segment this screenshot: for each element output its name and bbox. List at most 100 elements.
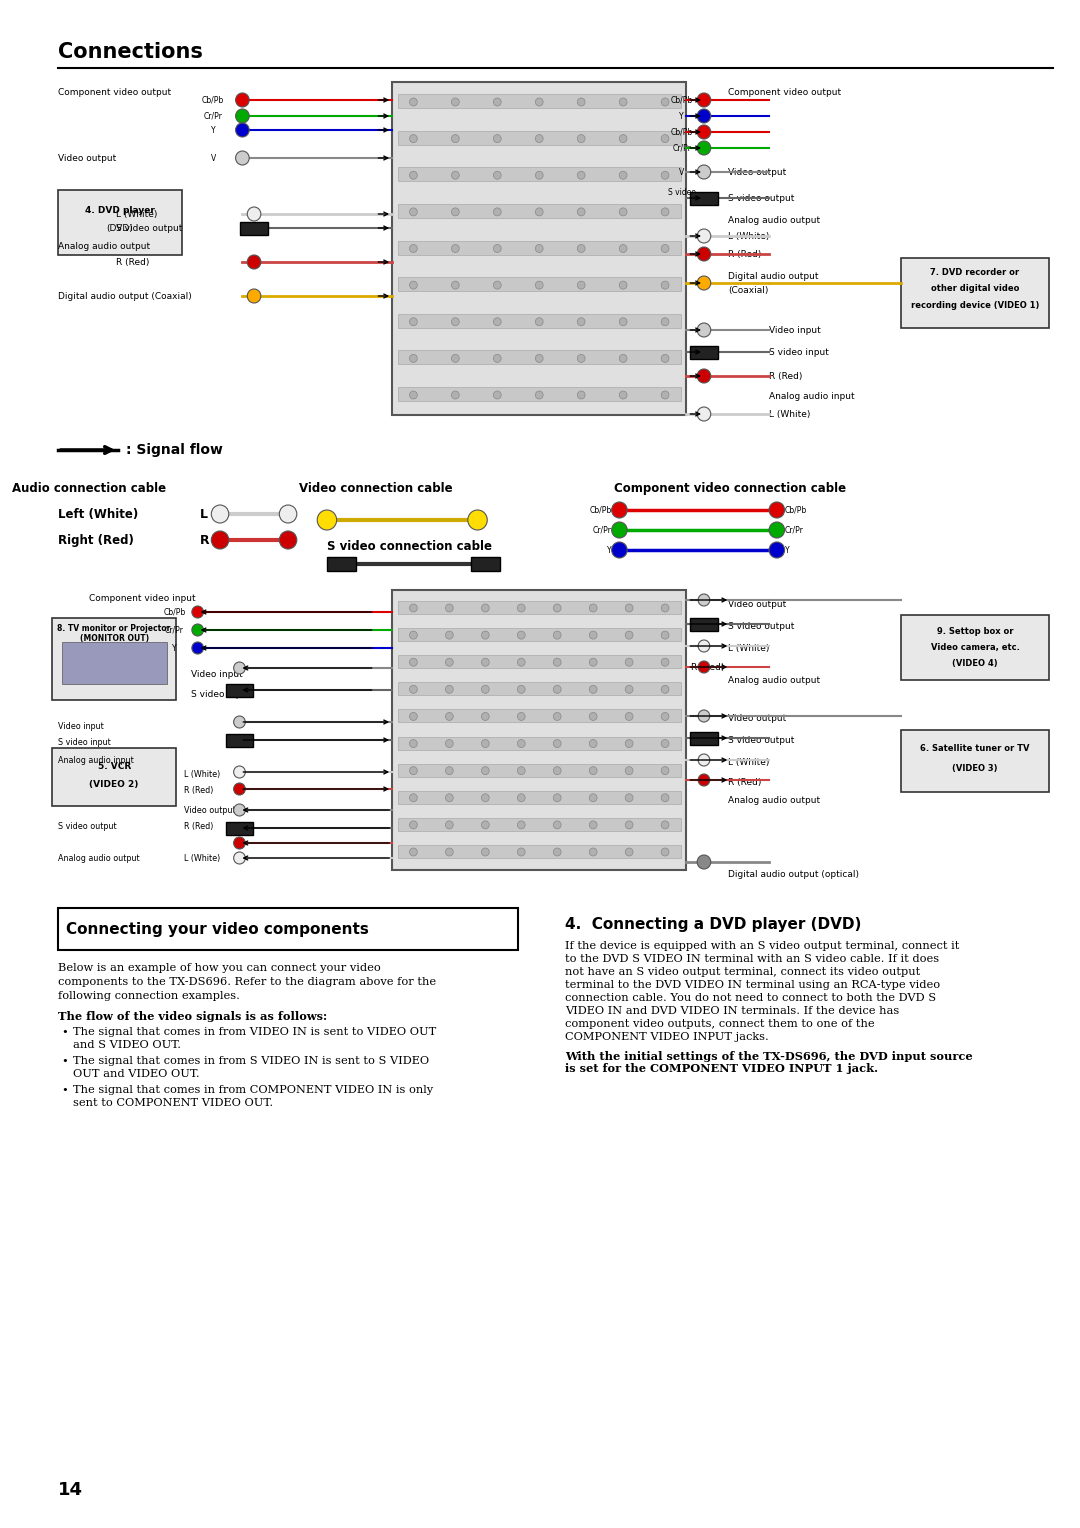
Circle shape: [445, 767, 454, 775]
Circle shape: [553, 686, 562, 694]
Circle shape: [619, 171, 627, 179]
Text: The signal that comes in from S VIDEO IN is sent to S VIDEO: The signal that comes in from S VIDEO IN…: [73, 1056, 430, 1067]
Text: not have an S video output terminal, connect its video output: not have an S video output terminal, con…: [565, 967, 920, 976]
Circle shape: [590, 848, 597, 856]
Bar: [397, 683, 680, 695]
Circle shape: [445, 712, 454, 720]
Bar: [901, 730, 1049, 792]
Circle shape: [578, 134, 585, 142]
Text: R (Red): R (Red): [728, 778, 761, 787]
Circle shape: [625, 631, 633, 639]
Text: Video output: Video output: [184, 805, 235, 814]
Text: Component video output: Component video output: [57, 87, 171, 96]
Circle shape: [482, 686, 489, 694]
Circle shape: [445, 821, 454, 828]
Text: L (White): L (White): [728, 232, 770, 240]
Circle shape: [451, 391, 459, 399]
Circle shape: [318, 510, 337, 530]
Text: Y: Y: [607, 545, 611, 555]
Circle shape: [409, 848, 417, 856]
Circle shape: [451, 318, 459, 325]
Text: connection cable. You do not need to connect to both the DVD S: connection cable. You do not need to con…: [565, 993, 936, 1002]
Circle shape: [661, 281, 669, 289]
Circle shape: [661, 767, 669, 775]
Text: Component video connection cable: Component video connection cable: [615, 481, 847, 495]
Circle shape: [661, 604, 669, 613]
Text: 6. Satellite tuner or TV: 6. Satellite tuner or TV: [920, 744, 1030, 752]
Circle shape: [553, 712, 562, 720]
Circle shape: [409, 391, 417, 399]
Text: Analog audio input: Analog audio input: [57, 755, 134, 764]
Text: Y: Y: [784, 545, 789, 555]
Circle shape: [769, 523, 784, 538]
Circle shape: [661, 712, 669, 720]
Text: S video input: S video input: [57, 738, 110, 747]
Circle shape: [553, 659, 562, 666]
Circle shape: [625, 604, 633, 613]
Text: Connections: Connections: [57, 41, 203, 63]
Circle shape: [553, 793, 562, 802]
Text: Connecting your video components: Connecting your video components: [66, 921, 368, 937]
Circle shape: [661, 134, 669, 142]
Circle shape: [578, 318, 585, 325]
Text: component video outputs, connect them to one of the: component video outputs, connect them to…: [565, 1019, 875, 1028]
Circle shape: [619, 244, 627, 252]
Bar: [226, 822, 253, 834]
Circle shape: [698, 406, 711, 422]
Circle shape: [445, 686, 454, 694]
Bar: [397, 764, 680, 776]
Circle shape: [698, 165, 711, 179]
Bar: [901, 614, 1049, 680]
Text: 4. DVD player: 4. DVD player: [85, 205, 154, 214]
Circle shape: [661, 631, 669, 639]
Circle shape: [590, 631, 597, 639]
Text: S video connection cable: S video connection cable: [327, 539, 491, 553]
Text: and S VIDEO OUT.: and S VIDEO OUT.: [73, 1041, 181, 1050]
Circle shape: [536, 98, 543, 105]
Bar: [397, 387, 680, 400]
Circle shape: [625, 740, 633, 747]
Text: following connection examples.: following connection examples.: [57, 992, 240, 1001]
Circle shape: [482, 767, 489, 775]
Circle shape: [494, 354, 501, 362]
Circle shape: [625, 686, 633, 694]
Bar: [241, 222, 268, 234]
Circle shape: [661, 318, 669, 325]
Circle shape: [611, 503, 627, 518]
Bar: [397, 240, 680, 255]
Circle shape: [409, 604, 417, 613]
Bar: [397, 601, 680, 614]
Text: Analog audio input: Analog audio input: [769, 391, 854, 400]
Circle shape: [553, 604, 562, 613]
Circle shape: [590, 686, 597, 694]
Circle shape: [409, 631, 417, 639]
Bar: [62, 642, 166, 685]
Circle shape: [625, 821, 633, 828]
Circle shape: [445, 793, 454, 802]
Circle shape: [553, 848, 562, 856]
Circle shape: [698, 856, 711, 869]
Circle shape: [698, 229, 711, 243]
Circle shape: [192, 623, 203, 636]
Text: Cr/Pr: Cr/Pr: [165, 625, 184, 634]
Text: Analog audio output: Analog audio output: [728, 796, 821, 805]
Bar: [52, 749, 176, 805]
Circle shape: [619, 208, 627, 215]
Circle shape: [517, 659, 525, 666]
Circle shape: [590, 604, 597, 613]
Text: (DVD): (DVD): [107, 223, 133, 232]
Text: L (White): L (White): [116, 209, 158, 219]
Text: Cb/Pb: Cb/Pb: [163, 608, 186, 616]
Text: Digital audio output (optical): Digital audio output (optical): [728, 869, 860, 879]
Circle shape: [482, 604, 489, 613]
Text: Video output: Video output: [728, 599, 786, 608]
Circle shape: [661, 848, 669, 856]
Circle shape: [451, 134, 459, 142]
Bar: [397, 203, 680, 219]
Circle shape: [661, 98, 669, 105]
Circle shape: [698, 322, 711, 338]
Circle shape: [451, 244, 459, 252]
Text: Audio connection cable: Audio connection cable: [12, 481, 166, 495]
Text: L (White): L (White): [184, 770, 220, 778]
Text: OUT and VIDEO OUT.: OUT and VIDEO OUT.: [73, 1070, 200, 1079]
